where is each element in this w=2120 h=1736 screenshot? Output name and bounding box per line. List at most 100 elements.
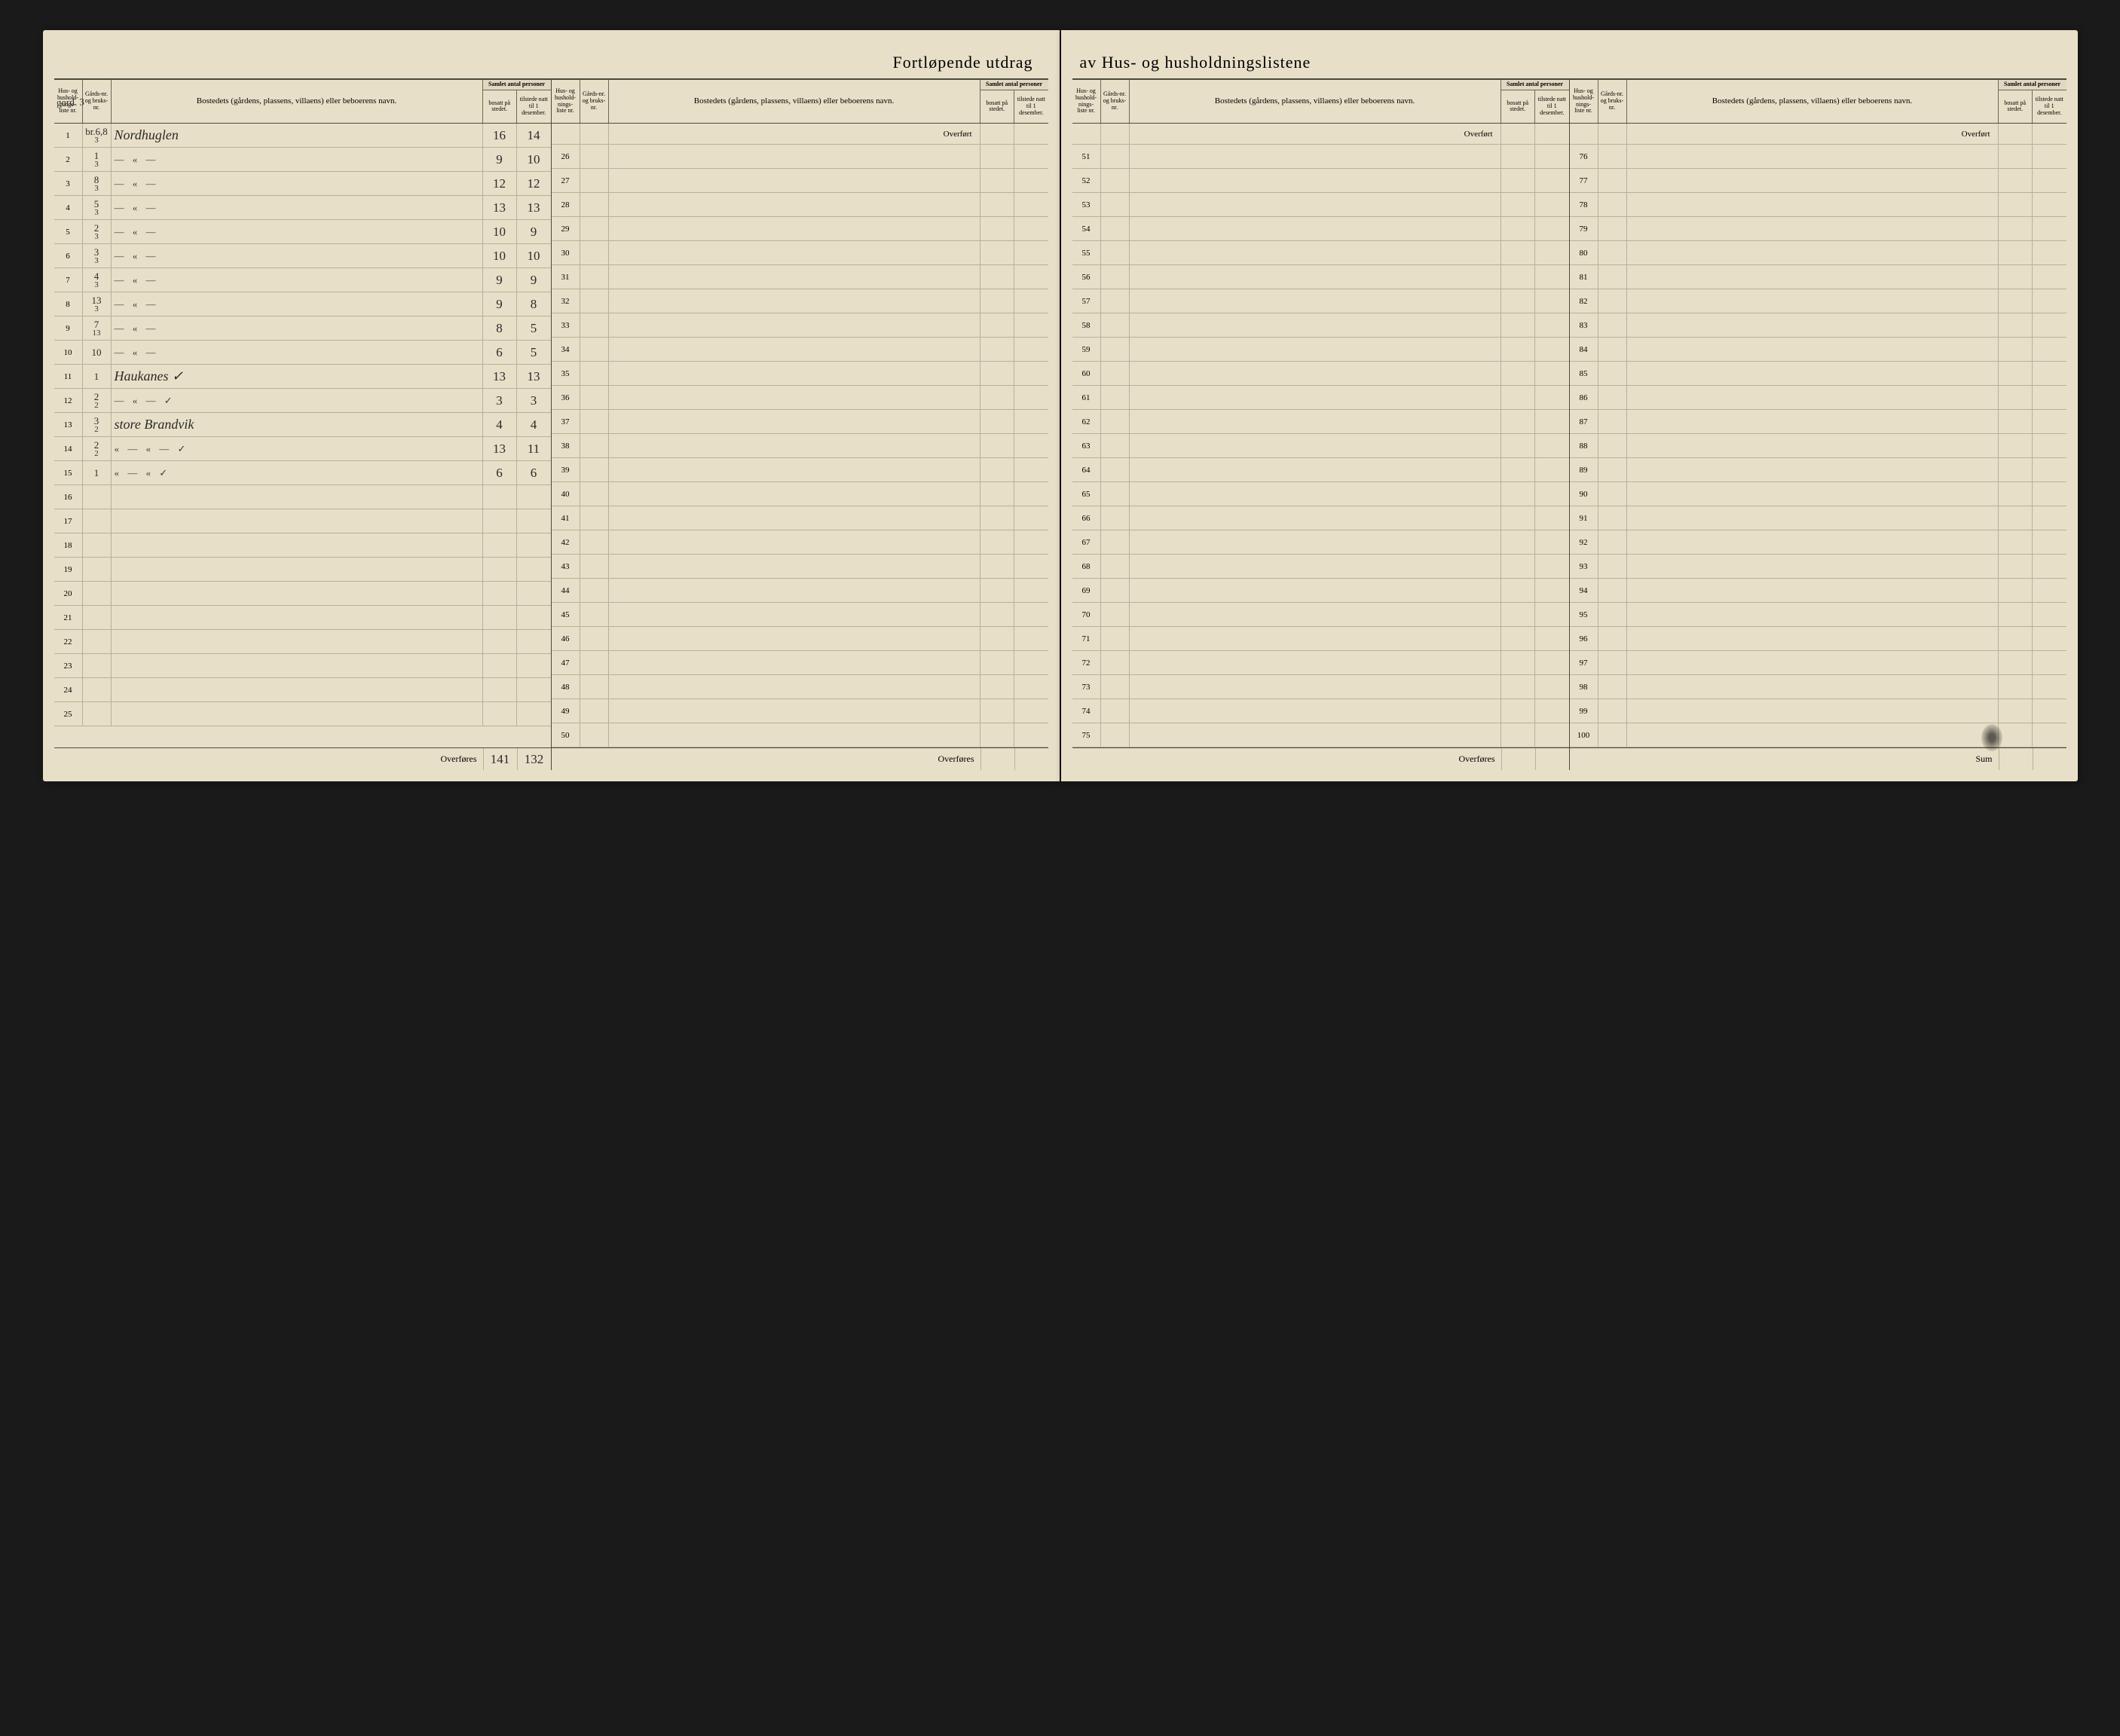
tilstede-count [2033,723,2066,747]
tilstede-count [1535,530,1569,554]
gards-nr [580,169,609,192]
gards-nr [1598,458,1627,481]
tilstede-count [1014,217,1048,240]
bosted-name [112,509,483,533]
table-row: 82 [1570,289,2066,313]
table-row: 8133— « —98 [54,292,551,316]
header-gards: Gårds-nr. og bruks-nr. [83,80,112,123]
table-row: 62 [1072,410,1569,434]
bosatt-count [1999,434,2033,457]
bosted-name [1627,386,1999,409]
bosatt-count: 13 [483,365,517,388]
gards-nr [1101,265,1130,289]
table-row: 67 [1072,530,1569,555]
gards-nr [580,555,609,578]
gards-nr [1598,362,1627,385]
bosatt-count: 13 [483,196,517,219]
tilstede-count [1014,699,1048,723]
bosted-name [112,654,483,677]
row-number: 61 [1072,386,1101,409]
bosatt-count [1999,555,2033,578]
row-number: 17 [54,509,83,533]
gards-nr [1598,627,1627,650]
tilstede-count [1535,338,1569,361]
tilstede-count: 9 [517,268,551,292]
bosatt-count [1501,603,1535,626]
table-row: 58 [1072,313,1569,338]
row-number: 30 [552,241,580,264]
bosted-name [1627,651,1999,674]
bosatt-count [1999,362,2033,385]
table-row: 743— « —99 [54,268,551,292]
gards-nr [1101,145,1130,168]
row-number: 42 [552,530,580,554]
row-number: 84 [1570,338,1598,361]
header-row: Hus- og hushold-nings-liste nr. Gårds-nr… [552,80,1048,124]
bosted-name [609,410,980,433]
row-number: 64 [1072,458,1101,481]
bosatt-count [1501,651,1535,674]
bosatt-count [980,289,1014,313]
table-row: 54 [1072,217,1569,241]
page-title-right: av Hus- og husholdningslistene [1072,53,2066,72]
table-row: 77 [1570,169,2066,193]
bosatt-count [980,313,1014,337]
tilstede-count [2033,410,2066,433]
bosatt-count [980,362,1014,385]
gards-nr [1101,289,1130,313]
tilstede-count [2033,169,2066,192]
bosatt-count [980,603,1014,626]
tilstede-count [1535,362,1569,385]
bosatt-count [1501,338,1535,361]
column-2: Hus- og hushold-nings-liste nr. Gårds-nr… [551,80,1048,770]
gards-nr: 33 [83,244,112,267]
bosatt-count: 13 [483,437,517,460]
bosted-name [1130,699,1501,723]
gards-nr [1101,410,1130,433]
bosted-name [1627,699,1999,723]
row-number: 91 [1570,506,1598,530]
bosted-name [609,651,980,674]
tilstede-count: 9 [517,220,551,243]
tilstede-count: 12 [517,172,551,195]
row-number: 41 [552,506,580,530]
table-row: 47 [552,651,1048,675]
bosatt-count [1501,217,1535,240]
bosted-name [609,313,980,337]
row-number: 53 [1072,193,1101,216]
table-row: 30 [552,241,1048,265]
table-row: 9713— « —85 [54,316,551,341]
table-row: 66 [1072,506,1569,530]
bosted-name: Nordhuglen [112,124,483,147]
bosted-name [1130,362,1501,385]
tilstede-count [1014,289,1048,313]
bosted-name [1130,265,1501,289]
row-number: 18 [54,533,83,557]
row-number: 100 [1570,723,1598,747]
bosted-name [1130,651,1501,674]
bosted-name [609,193,980,216]
row-number: 8 [54,292,83,316]
gards-nr [1598,530,1627,554]
bosted-name [1130,555,1501,578]
bosted-name [609,434,980,457]
bosatt-count [1501,506,1535,530]
row-number: 5 [54,220,83,243]
bosted-name [112,702,483,726]
gards-nr [83,509,112,533]
table-row: 1422« — « — ✓1311 [54,437,551,461]
table-row: 1010— « —65 [54,341,551,365]
row-number: 21 [54,606,83,629]
tilstede-count [517,533,551,557]
tilstede-count [2033,386,2066,409]
column-3: Hus- og hushold-nings-liste nr. Gårds-nr… [1072,80,1569,770]
header-bosted: Bostedets (gårdens, plassens, villaens) … [112,80,483,123]
gards-nr [1598,723,1627,747]
row-number: 20 [54,582,83,605]
table-row: 57 [1072,289,1569,313]
row-number: 32 [552,289,580,313]
row-number: 28 [552,193,580,216]
bosatt-count [1999,530,2033,554]
bosted-name [1627,506,1999,530]
gards-nr [580,603,609,626]
